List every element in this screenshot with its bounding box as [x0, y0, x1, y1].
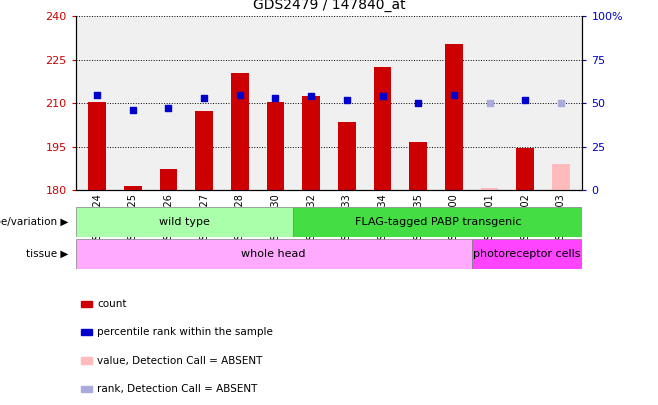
Point [128, 107, 138, 113]
Bar [374, 67, 392, 190]
Bar [445, 44, 463, 190]
Bar [231, 73, 249, 190]
Text: photoreceptor cells: photoreceptor cells [473, 249, 581, 259]
Bar [76, 207, 293, 237]
Text: tissue ▶: tissue ▶ [26, 249, 68, 259]
Bar [409, 143, 427, 190]
Bar [302, 96, 320, 190]
Bar [480, 188, 499, 190]
Text: percentile rank within the sample: percentile rank within the sample [97, 327, 273, 337]
Bar [552, 164, 570, 190]
Bar [517, 148, 534, 190]
Text: count: count [97, 299, 126, 309]
Point [234, 92, 245, 98]
Point [413, 100, 424, 107]
Text: value, Detection Call = ABSENT: value, Detection Call = ABSENT [97, 356, 263, 366]
Bar [293, 207, 582, 237]
Bar [81, 301, 92, 307]
Bar [266, 102, 284, 190]
Point [377, 93, 388, 100]
Text: whole head: whole head [241, 249, 306, 259]
Bar [338, 122, 356, 190]
Bar [159, 168, 178, 190]
Bar [472, 239, 582, 269]
Bar [124, 186, 141, 190]
Point [520, 96, 530, 103]
Bar [76, 239, 472, 269]
Bar [81, 358, 92, 364]
Point [306, 93, 316, 100]
Point [199, 95, 209, 101]
Point [555, 100, 566, 107]
Bar [81, 329, 92, 335]
Bar [81, 386, 92, 392]
Text: rank, Detection Call = ABSENT: rank, Detection Call = ABSENT [97, 384, 257, 394]
Point [163, 105, 174, 112]
Point [270, 95, 281, 101]
Bar [195, 111, 213, 190]
Point [92, 92, 103, 98]
Point [449, 92, 459, 98]
Text: genotype/variation ▶: genotype/variation ▶ [0, 217, 68, 227]
Point [484, 100, 495, 107]
Text: wild type: wild type [159, 217, 210, 227]
Point [342, 96, 352, 103]
Text: FLAG-tagged PABP transgenic: FLAG-tagged PABP transgenic [355, 217, 521, 227]
Title: GDS2479 / 147840_at: GDS2479 / 147840_at [253, 0, 405, 13]
Bar [88, 102, 106, 190]
